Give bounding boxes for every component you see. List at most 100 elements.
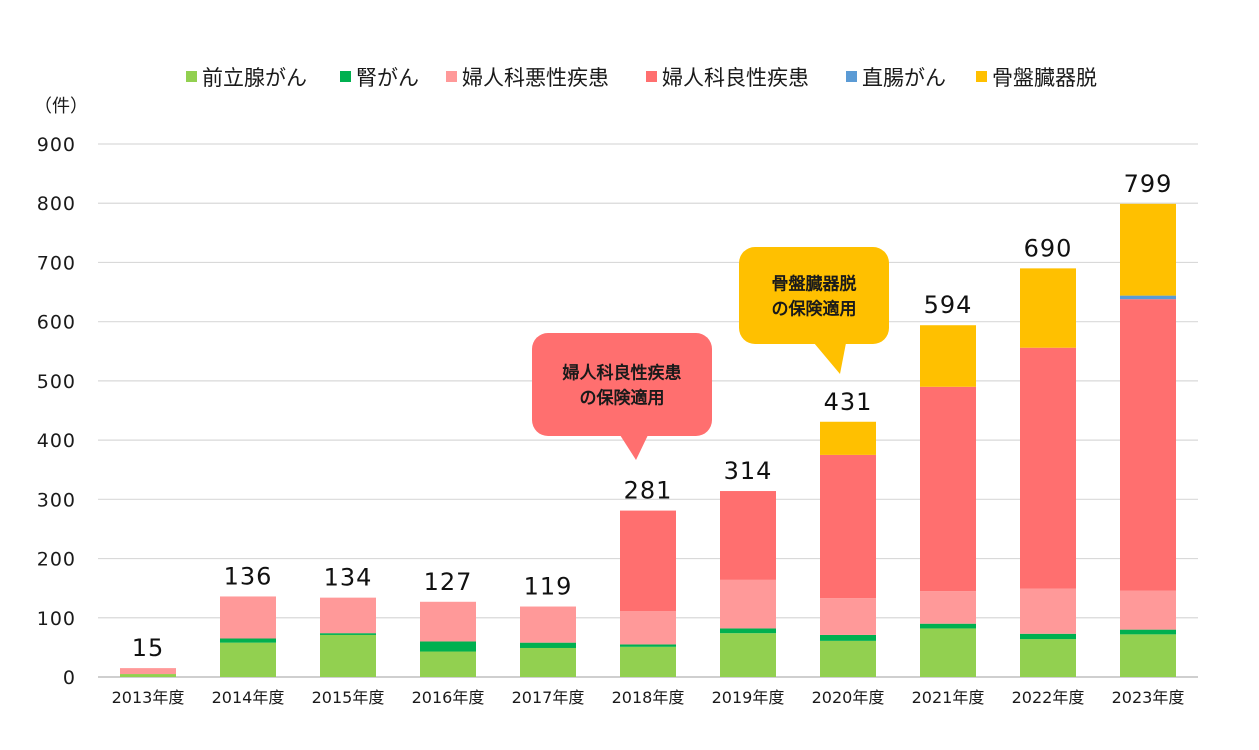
bar-segment (620, 646, 676, 677)
legend-item: 腎がん (340, 66, 419, 90)
x-axis-ticks: 2013年度 2014年度 2015年度 2016年度 2017年度 2018年度 2019… (112, 688, 1185, 707)
x-tick-label: 2013年度 (112, 688, 185, 707)
bar-stack (520, 606, 576, 677)
bar-segment (220, 638, 276, 643)
legend-label: 直腸がん (862, 66, 946, 90)
bar-segment (620, 510, 676, 612)
y-tick-label: 500 (37, 371, 76, 393)
bar-segment (820, 454, 876, 599)
legend-item: 直腸がん (846, 66, 946, 90)
bar-segment (320, 597, 376, 634)
bar-segment (620, 644, 676, 647)
callout-text-line: の保険適用 (772, 299, 857, 320)
bar-segment (520, 606, 576, 643)
total-label: 281 (624, 477, 673, 505)
y-tick-label: 0 (63, 667, 76, 689)
bar-segment (1120, 203, 1176, 296)
y-tick-label: 300 (37, 489, 76, 511)
bar-stack (420, 601, 476, 677)
bar-segment (420, 651, 476, 677)
bar-segment (420, 601, 476, 642)
legend-label: 骨盤臓器脱 (992, 66, 1097, 90)
callout-box (739, 247, 889, 344)
x-tick-label: 2018年度 (612, 688, 685, 707)
total-label: 134 (324, 564, 373, 592)
legend-swatch (646, 71, 657, 82)
y-tick-label: 200 (37, 549, 76, 571)
x-tick-label: 2014年度 (212, 688, 285, 707)
bar-segment (620, 611, 676, 645)
callout-text-line: 婦人科良性疾患 (562, 363, 682, 384)
bar-segment (920, 623, 976, 629)
x-tick-label: 2019年度 (712, 688, 785, 707)
bar-segment (920, 628, 976, 677)
bar-segment (1120, 634, 1176, 677)
y-axis-unit-label: （件） (34, 96, 88, 117)
legend-swatch (446, 71, 457, 82)
legend-label: 前立腺がん (202, 66, 307, 90)
bar-segment (720, 491, 776, 580)
total-label: 127 (424, 568, 473, 596)
x-tick-label: 2023年度 (1112, 688, 1185, 707)
x-tick-label: 2022年度 (1012, 688, 1085, 707)
x-tick-label: 2017年度 (512, 688, 585, 707)
legend-swatch (846, 71, 857, 82)
bar-segment (1120, 295, 1176, 300)
legend-item: 婦人科悪性疾患 (446, 66, 609, 90)
bar-segment (720, 579, 776, 629)
callout-pointer (814, 343, 846, 374)
legend-item: 骨盤臓器脱 (976, 66, 1097, 90)
callout-text-line: 骨盤臓器脱 (772, 274, 857, 295)
callout-box (532, 333, 712, 436)
x-tick-label: 2020年度 (812, 688, 885, 707)
bar-segment (520, 642, 576, 648)
bar-segment (220, 642, 276, 677)
bar-segment (220, 596, 276, 639)
callout-text-line: の保険適用 (580, 388, 665, 409)
bar-segment (1020, 268, 1076, 348)
y-axis-ticks: 0 100 200 300 400 500 600 700 800 900 (37, 134, 76, 689)
y-tick-label: 700 (37, 252, 76, 274)
legend-swatch (976, 71, 987, 82)
y-tick-label: 800 (37, 193, 76, 215)
legend-label: 腎がん (356, 66, 419, 90)
bar-segment (420, 641, 476, 652)
x-tick-label: 2015年度 (312, 688, 385, 707)
total-labels: 15 136 134 127 119 281 314 431 594 690 799 (132, 170, 1172, 662)
bar-stack (620, 510, 676, 677)
y-tick-label: 900 (37, 134, 76, 156)
bar-stack (720, 491, 776, 677)
bar-stack (820, 421, 876, 677)
bar-segment (1120, 590, 1176, 630)
bar-stack (1020, 268, 1076, 677)
bar-stack (320, 597, 376, 677)
legend-swatch (340, 71, 351, 82)
total-label: 15 (132, 634, 165, 662)
bar-segment (820, 598, 876, 635)
y-tick-label: 600 (37, 312, 76, 334)
bar-segment (1120, 629, 1176, 635)
total-label: 136 (224, 562, 273, 590)
x-tick-label: 2021年度 (912, 688, 985, 707)
bar-segment (920, 325, 976, 387)
bar-stack (220, 596, 276, 677)
legend: 前立腺がん 腎がん 婦人科悪性疾患 婦人科良性疾患 直腸がん 骨盤臓器脱 (186, 66, 1097, 90)
bar-segment (820, 421, 876, 455)
legend-item: 前立腺がん (186, 66, 307, 90)
legend-item: 婦人科良性疾患 (646, 66, 809, 90)
bar-segment (720, 633, 776, 677)
total-label: 314 (724, 457, 773, 485)
y-tick-label: 400 (37, 430, 76, 452)
bars (120, 203, 1176, 677)
bar-segment (320, 634, 376, 677)
bar-segment (1020, 588, 1076, 634)
bar-segment (720, 628, 776, 634)
bar-segment (120, 668, 176, 675)
total-label: 431 (824, 388, 873, 416)
bar-stack (920, 325, 976, 677)
bar-segment (120, 674, 176, 677)
